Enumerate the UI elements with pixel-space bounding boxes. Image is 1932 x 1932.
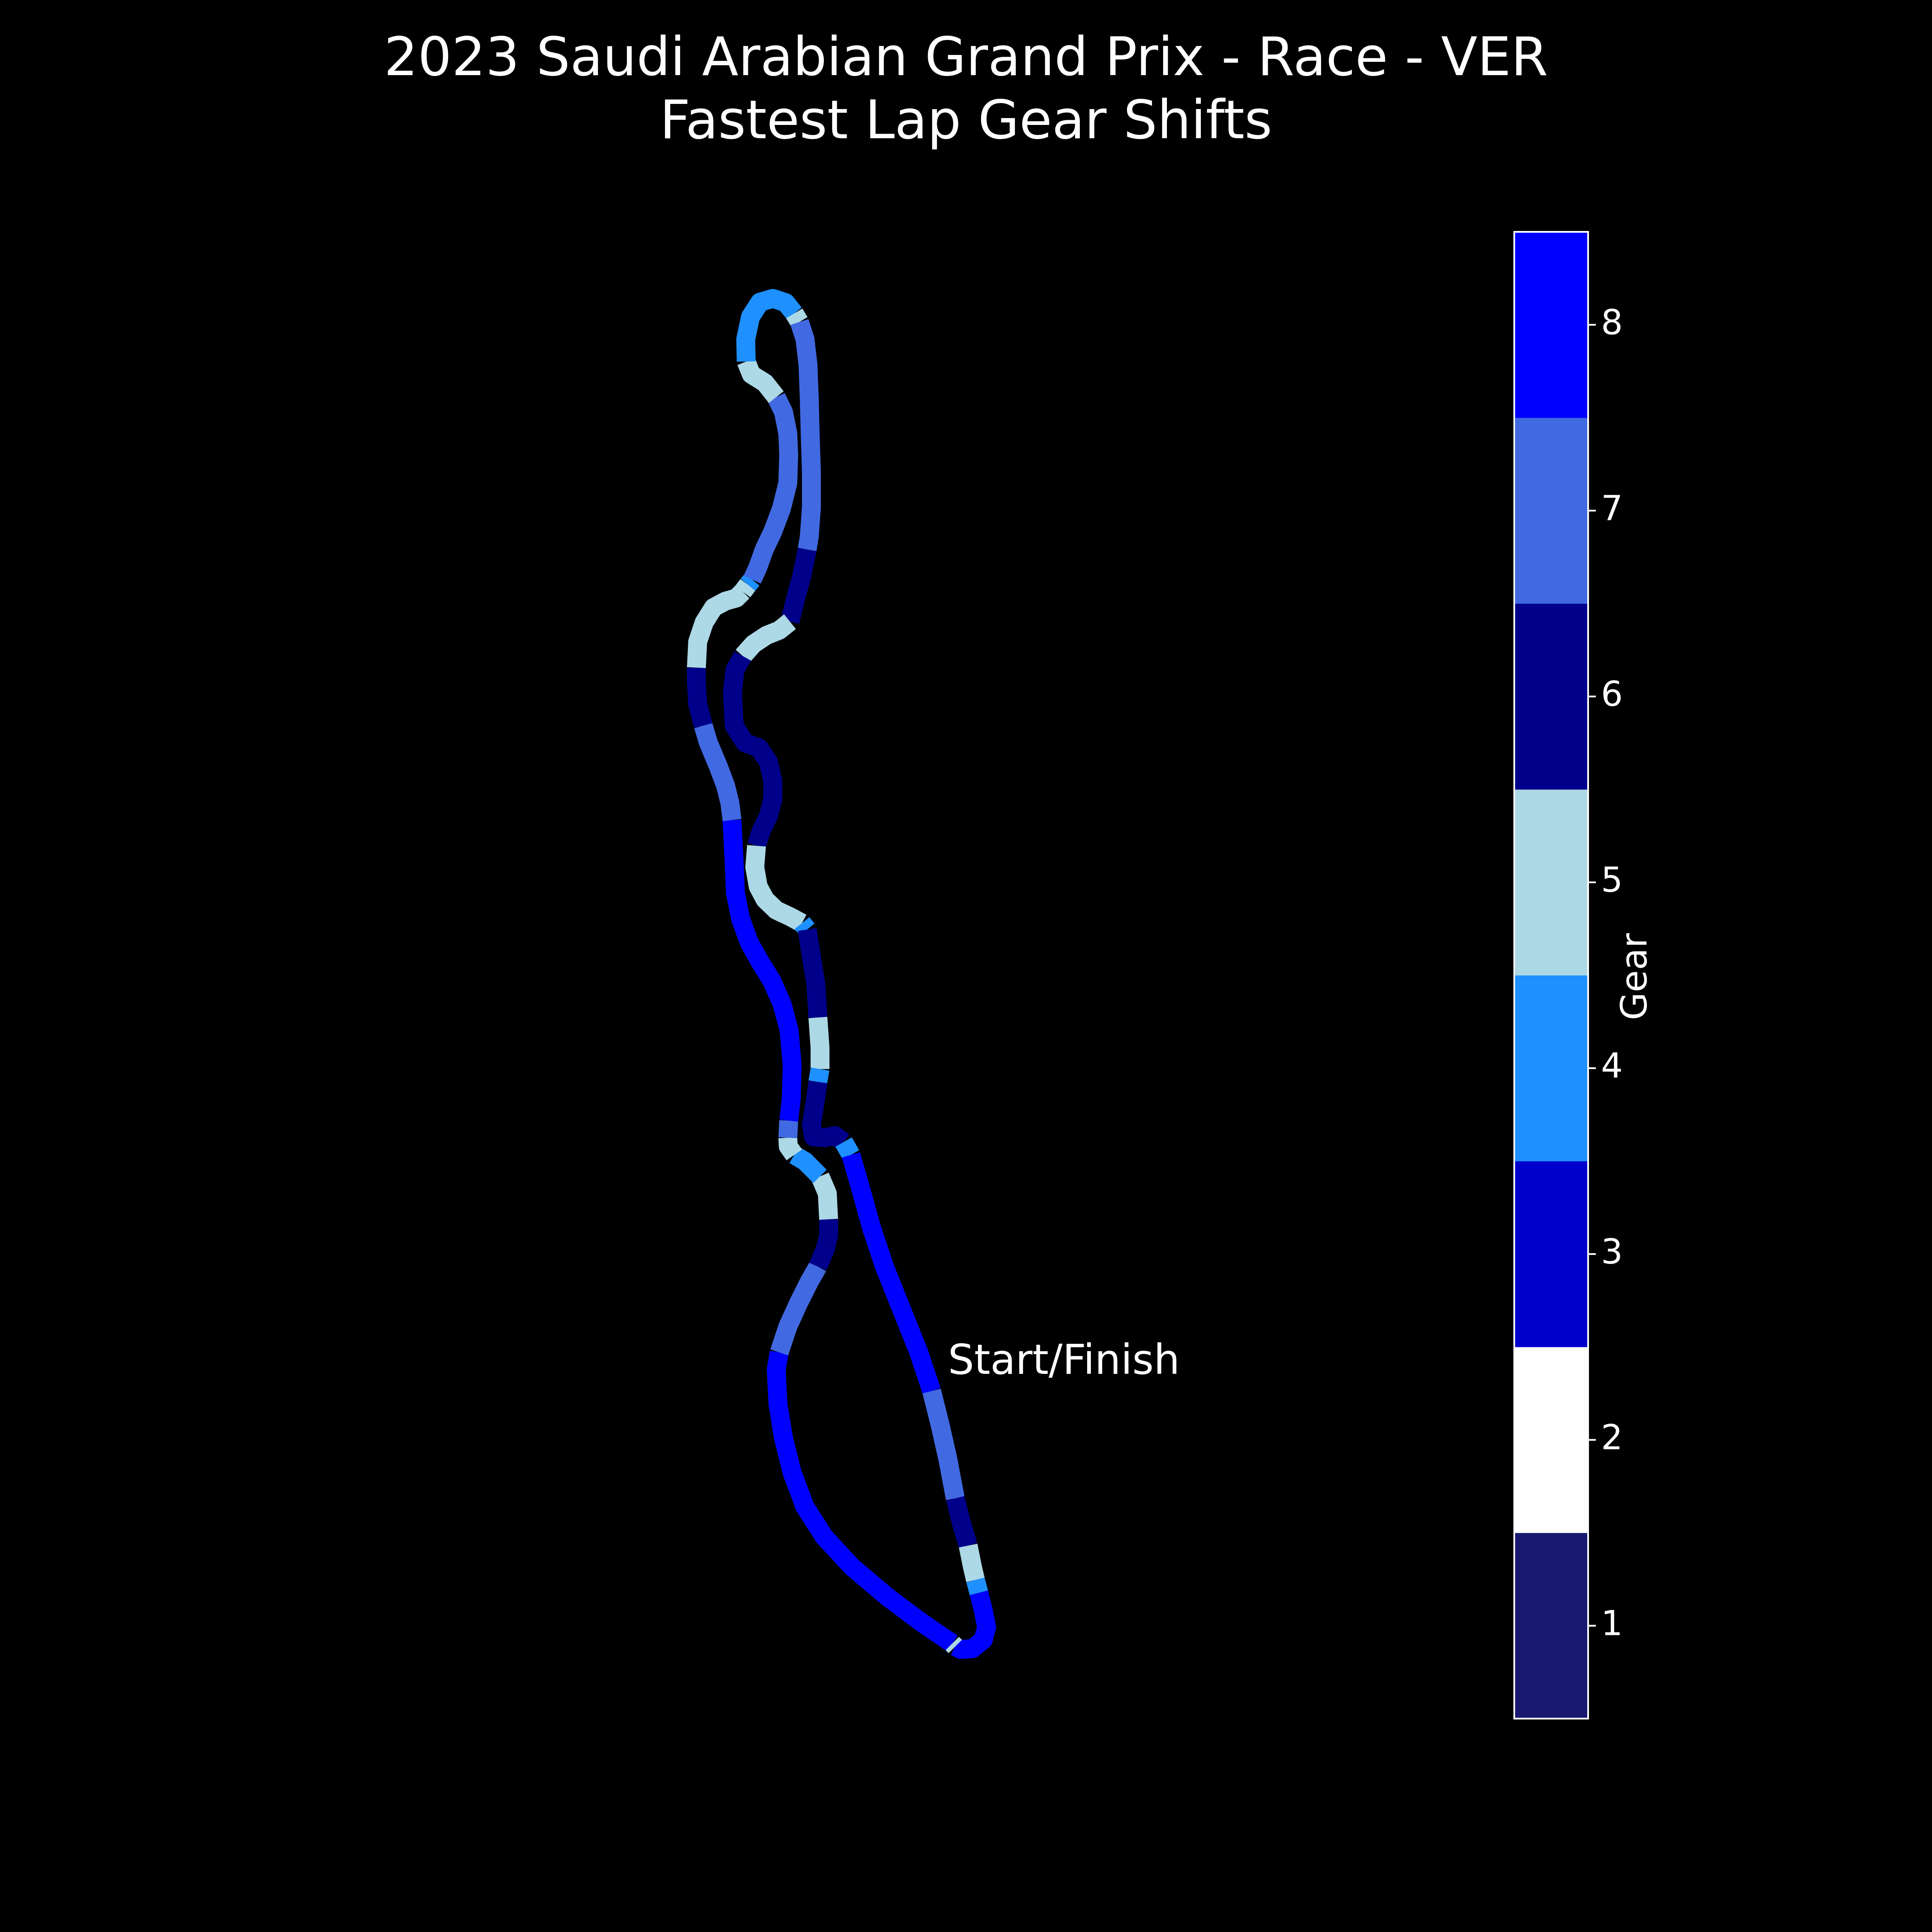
chart-title: 2023 Saudi Arabian Grand Prix - Race - V… bbox=[384, 26, 1548, 88]
track-segment-gear-5 bbox=[745, 845, 807, 932]
track-segment-gear-5 bbox=[959, 1543, 985, 1582]
track-segment-gear-8 bbox=[951, 1590, 996, 1659]
track-segment-gear-7 bbox=[778, 1120, 798, 1139]
track-segment-gear-4 bbox=[741, 573, 759, 591]
track-segment-gear-4 bbox=[736, 289, 802, 362]
track-segment-gear-5 bbox=[811, 1173, 838, 1220]
colorbar-tick-label: 3 bbox=[1601, 1232, 1623, 1272]
track-segment-gear-7 bbox=[744, 393, 798, 584]
colorbar-band-gear-3 bbox=[1514, 1161, 1588, 1347]
track-segment-gear-7 bbox=[790, 319, 821, 551]
track-segment-gear-6 bbox=[723, 651, 782, 849]
track-segment-gear-5 bbox=[735, 579, 756, 598]
colorbar-band-gear-8 bbox=[1514, 232, 1588, 418]
colorbar-band-gear-2 bbox=[1514, 1347, 1588, 1533]
track-segment-gear-7 bbox=[922, 1388, 965, 1501]
track-segment-gear-6 bbox=[809, 1219, 838, 1270]
track-segment-gear-8 bbox=[767, 1351, 958, 1652]
track-segment-gear-4 bbox=[835, 1137, 860, 1160]
track-segment-gear-5 bbox=[945, 1637, 962, 1653]
colorbar-tick-labels: 1 2 3 4 5 6 7 8 bbox=[1588, 302, 1623, 1643]
colorbar-tick-label: 8 bbox=[1601, 302, 1623, 342]
start-finish-label: Start/Finish bbox=[948, 1336, 1180, 1384]
track-map bbox=[687, 289, 996, 1659]
colorbar-tick-label: 5 bbox=[1601, 860, 1623, 900]
colorbar-tick-label: 6 bbox=[1601, 674, 1623, 714]
track-segment-gear-7 bbox=[770, 1262, 826, 1355]
track-segment-gear-5 bbox=[687, 585, 750, 668]
track-segment-gear-6 bbox=[798, 928, 827, 1018]
colorbar-band-gear-4 bbox=[1514, 975, 1588, 1161]
track-segment-gear-6 bbox=[781, 547, 817, 624]
track-segment-gear-8 bbox=[723, 819, 802, 1122]
colorbar-band-gear-1 bbox=[1514, 1533, 1588, 1719]
track-segment-gear-4 bbox=[966, 1577, 988, 1595]
track-segment-gear-6 bbox=[687, 668, 713, 728]
colorbar-label: Gear bbox=[1613, 933, 1655, 1020]
chart-subtitle: Fastest Lap Gear Shifts bbox=[660, 89, 1272, 151]
track-segment-gear-4 bbox=[808, 1067, 829, 1084]
colorbar-band-gear-5 bbox=[1514, 789, 1588, 975]
colorbar-band-gear-6 bbox=[1514, 603, 1588, 790]
track-segment-gear-5 bbox=[735, 614, 796, 662]
colorbar-tick-label: 7 bbox=[1601, 488, 1623, 528]
track-segment-gear-4 bbox=[789, 1147, 827, 1183]
track-segment-gear-7 bbox=[694, 723, 741, 821]
track-segment-gear-8 bbox=[841, 1152, 941, 1394]
track-segment-gear-5 bbox=[808, 1017, 829, 1069]
colorbar-band-gear-7 bbox=[1514, 417, 1588, 604]
colorbar-frame bbox=[1513, 231, 1589, 1719]
track-segment-gear-4 bbox=[794, 917, 815, 936]
colorbar-tick-label: 4 bbox=[1601, 1046, 1623, 1086]
track-segment-gear-6 bbox=[802, 1080, 850, 1150]
colorbar-tick-label: 1 bbox=[1601, 1604, 1623, 1643]
track-segment-gear-6 bbox=[946, 1496, 978, 1549]
track-segment-gear-5 bbox=[737, 358, 784, 403]
gear-colorbar bbox=[1513, 231, 1589, 1719]
track-segment-gear-5 bbox=[786, 308, 808, 327]
colorbar-tick-label: 2 bbox=[1601, 1418, 1623, 1458]
track-segment-gear-5 bbox=[778, 1137, 802, 1160]
